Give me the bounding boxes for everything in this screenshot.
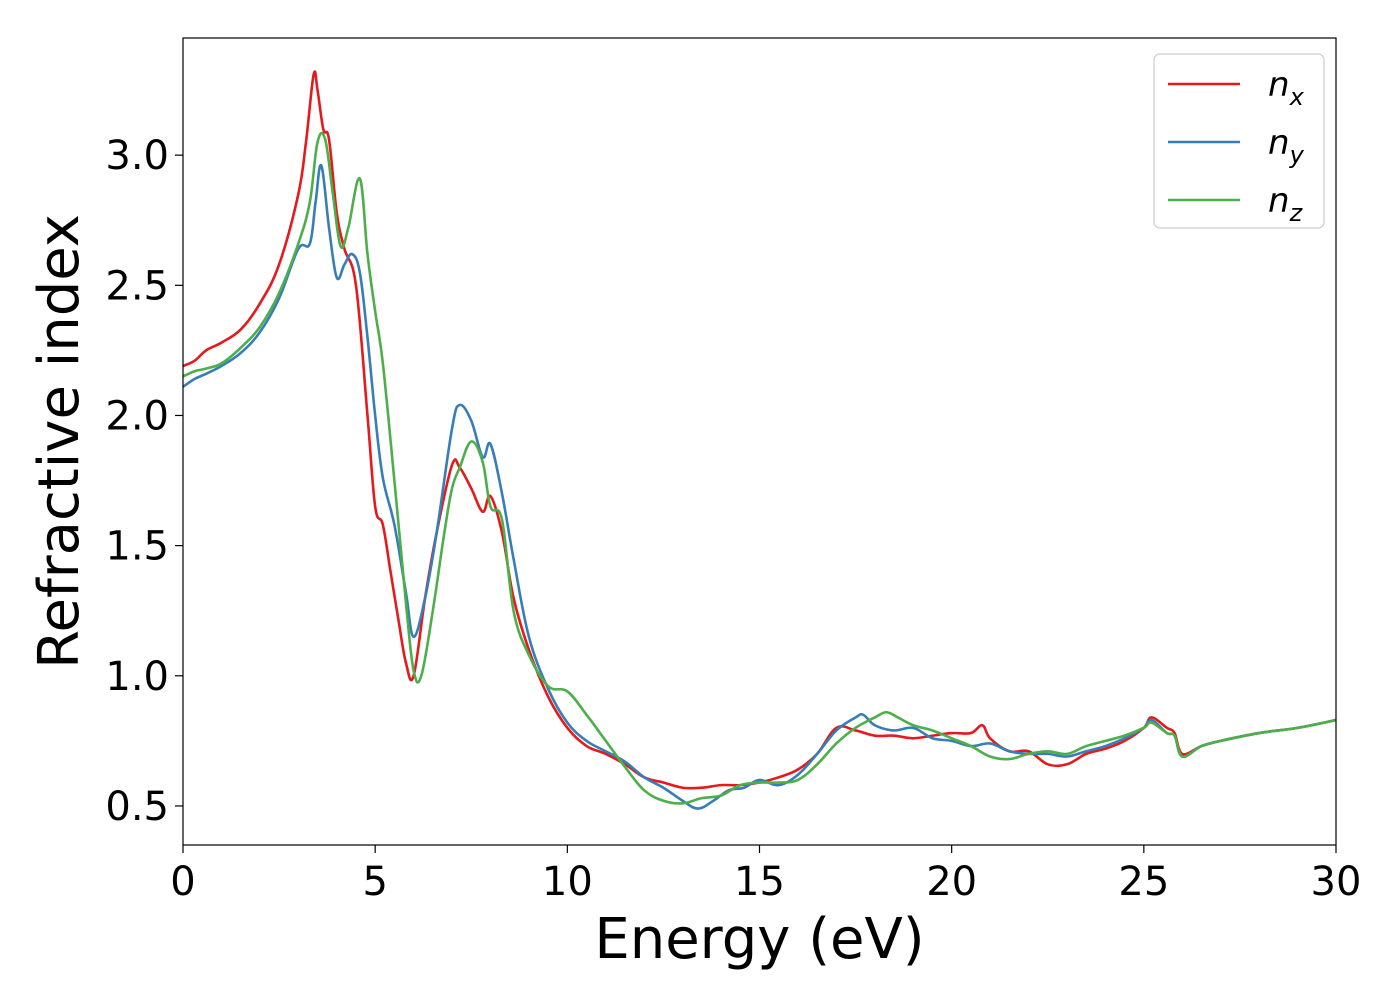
x-tick-label: 30 xyxy=(1311,859,1362,905)
y-tick-label: 0.5 xyxy=(105,784,169,830)
y-tick-label: 2.0 xyxy=(105,393,169,439)
series-layer xyxy=(183,70,1336,810)
legend-subscript: y xyxy=(1289,141,1305,169)
x-tick-label: 15 xyxy=(734,859,785,905)
x-tick-label: 10 xyxy=(542,859,593,905)
y-tick-label: 1.0 xyxy=(105,654,169,700)
series-line-nz xyxy=(183,131,1336,805)
y-tick-label: 1.5 xyxy=(105,524,169,570)
x-tick-label: 25 xyxy=(1118,859,1169,905)
x-tick-label: 0 xyxy=(170,859,195,905)
series-line-ny xyxy=(183,163,1336,810)
x-axis-ticks: 0 5 10 15 20 25 30 xyxy=(170,845,1361,905)
series-line-nx xyxy=(183,70,1336,790)
y-tick-label: 3.0 xyxy=(105,133,169,179)
y-tick-label: 2.5 xyxy=(105,263,169,309)
legend-subscript: x xyxy=(1289,83,1305,111)
x-tick-label: 20 xyxy=(926,859,977,905)
x-tick-label: 5 xyxy=(362,859,387,905)
y-axis-title: Refractive index xyxy=(27,214,92,669)
legend-subscript: z xyxy=(1289,199,1304,227)
y-axis-ticks: 0.5 1.0 1.5 2.0 2.5 3.0 xyxy=(105,133,183,830)
x-axis-title: Energy (eV) xyxy=(594,907,924,972)
